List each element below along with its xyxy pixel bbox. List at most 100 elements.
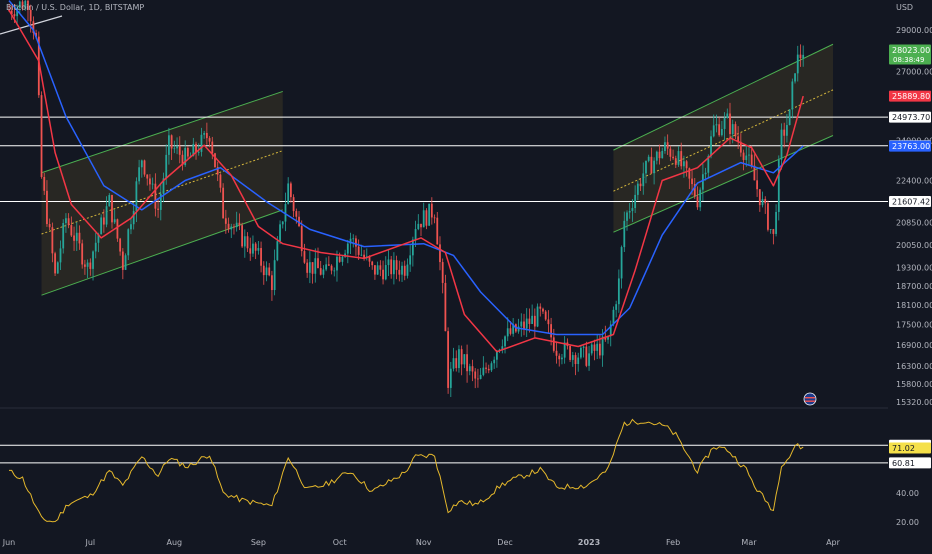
candle-body <box>330 265 333 271</box>
candle-body <box>143 160 146 175</box>
candle-body <box>403 265 406 276</box>
candle-body <box>430 203 433 218</box>
candle-body <box>357 246 360 255</box>
candle-body <box>731 124 734 135</box>
candle-body <box>506 328 509 337</box>
candle-body <box>590 344 593 354</box>
candle-body <box>371 261 374 266</box>
candle-body <box>132 211 135 225</box>
candle-body <box>639 183 642 187</box>
candle-body <box>634 194 637 209</box>
candle-body <box>376 265 379 275</box>
candle-body <box>466 354 468 372</box>
candle-body <box>701 174 704 190</box>
time-tick-label: Feb <box>666 538 680 547</box>
channel-fill <box>41 91 283 296</box>
candle-body <box>482 367 485 375</box>
candle-body <box>780 129 783 160</box>
candle-body <box>449 368 452 388</box>
candle-body <box>550 324 553 338</box>
candle-body <box>246 236 249 249</box>
candle-body <box>292 197 295 212</box>
price-tick-label: 15800.00 <box>896 380 932 389</box>
candle-body <box>322 269 325 275</box>
candle-body <box>745 155 748 161</box>
candle-body <box>761 198 764 206</box>
candle-body <box>680 151 683 167</box>
candle-body <box>674 158 677 165</box>
candle-body <box>764 198 767 204</box>
candle-body <box>683 161 685 167</box>
price-badge-label: 23763.00 <box>892 142 930 151</box>
candle-body <box>121 251 124 270</box>
candle-body <box>666 142 669 149</box>
candle-body <box>289 183 292 198</box>
candle-body <box>203 133 206 135</box>
candle-body <box>401 265 403 275</box>
candle-body <box>140 160 143 168</box>
price-tick-label: 20050.00 <box>896 241 932 250</box>
candle-body <box>317 258 319 269</box>
candle-body <box>772 229 775 234</box>
candle-body <box>720 128 723 136</box>
candle-body <box>479 374 482 379</box>
candle-body <box>571 355 574 360</box>
candle-body <box>227 223 230 230</box>
candle-body <box>168 135 170 155</box>
candle-body <box>658 151 661 159</box>
candle-body <box>693 184 696 197</box>
candle-body <box>149 178 151 185</box>
candle-body <box>707 156 710 173</box>
candle-body <box>493 359 496 364</box>
candle-body <box>729 113 731 135</box>
candle-body <box>542 308 544 312</box>
candle-body <box>346 243 349 254</box>
candle-body <box>287 183 290 204</box>
candle-body <box>200 134 203 152</box>
candle-body <box>574 355 577 365</box>
candle-body <box>300 226 303 252</box>
candle-body <box>636 183 639 195</box>
candle-body <box>433 217 436 219</box>
candle-body <box>276 241 279 261</box>
candle-body <box>395 260 398 270</box>
candle-body <box>777 159 780 212</box>
candle-body <box>536 306 539 327</box>
candle-body <box>642 173 645 187</box>
candle-body <box>325 264 328 270</box>
price-badge <box>889 111 931 123</box>
channel-mid-line <box>613 89 834 192</box>
candle-body <box>409 255 412 265</box>
candle-body <box>631 208 634 212</box>
candle-body <box>59 248 62 263</box>
candle-body <box>672 156 674 159</box>
chart-title: Bitcoin / U.S. Dollar, 1D, BITSTAMP <box>6 3 145 12</box>
channel-mid-line <box>41 150 283 235</box>
candle-body <box>582 346 585 348</box>
candle-body <box>138 167 141 182</box>
candle-body <box>791 81 794 110</box>
price-badge <box>889 44 931 65</box>
candle-body <box>29 9 32 22</box>
candle-body <box>281 221 284 225</box>
candle-body <box>135 181 138 212</box>
candle-body <box>279 224 281 242</box>
candle-body <box>653 160 656 174</box>
price-badge-label: 25889.80 <box>892 92 930 101</box>
candle-body <box>65 218 67 223</box>
candle-body <box>422 210 425 228</box>
candle-body <box>620 247 623 279</box>
candle-body <box>477 378 479 380</box>
candle-body <box>704 172 707 175</box>
candle-body <box>802 54 805 59</box>
candle-body <box>601 336 604 356</box>
candle-body <box>89 262 92 269</box>
candle-body <box>718 124 721 136</box>
candle-body <box>487 368 490 371</box>
candle-body <box>739 141 742 153</box>
candle-body <box>224 218 227 224</box>
price-badge-sublabel: 08:38:49 <box>893 56 924 64</box>
candle-body <box>62 222 65 249</box>
